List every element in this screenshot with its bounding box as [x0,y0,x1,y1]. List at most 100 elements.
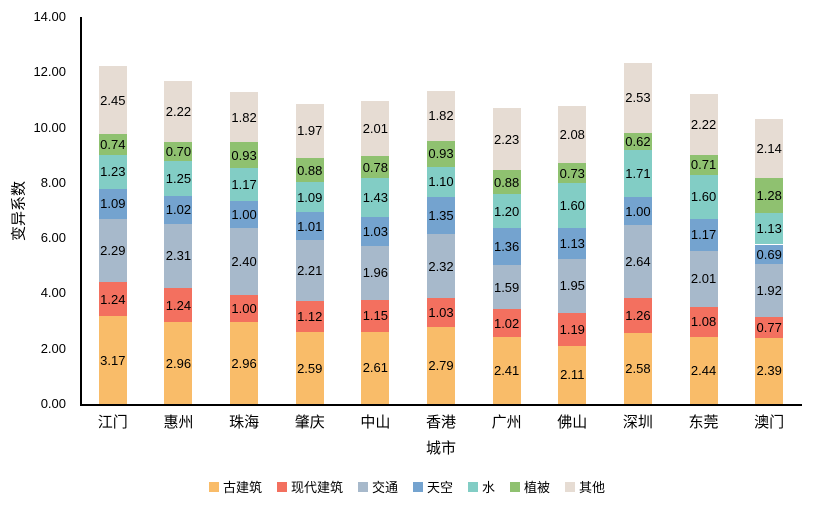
bar-segment-其他: 2.14 [755,118,784,178]
bar-value-label: 1.36 [493,238,520,254]
bar-stack-澳门: 2.39 0.77 1.92 0.69 1.13 1.28 2.14 [755,0,784,404]
legend-swatch [276,481,287,492]
legend-label: 植被 [524,480,551,495]
legend-swatch [412,481,423,492]
bar-segment-交通: 1.92 [755,263,784,317]
bar-segment-现代建筑: 1.00 [230,294,259,323]
legend-label: 交通 [371,480,398,495]
bar-segment-天空: 1.00 [623,197,652,225]
bar-value-label: 2.64 [625,253,651,269]
bar-segment-其他: 2.22 [689,93,718,155]
y-tick-label: 6.00 [40,230,66,246]
bar-segment-植被: 0.70 [164,141,193,162]
bar-value-label: 1.02 [165,202,192,218]
y-tick-label: 4.00 [40,285,66,301]
y-tick-label: 8.00 [40,174,66,190]
bar-value-label: 1.17 [231,176,257,192]
bar-value-label: 2.22 [690,116,717,132]
legend-swatch [565,481,576,492]
bar-value-label: 1.71 [625,166,651,182]
bar-stack-香港: 2.79 1.03 2.32 1.35 1.10 0.93 1.82 [427,0,455,404]
legend-swatch [208,481,219,492]
bar-value-label: 1.03 [428,305,454,321]
bar-segment-水: 1.60 [689,174,718,219]
bar-segment-现代建筑: 1.24 [98,282,127,317]
x-tick-label: 香港 [425,414,456,431]
bar-value-label: 1.08 [690,314,717,330]
x-tick-label: 肇庆 [294,414,325,431]
bar-value-label: 1.24 [165,297,192,313]
bar-segment-天空: 1.03 [361,217,390,246]
bar-segment-古建筑: 2.96 [164,322,193,404]
bar-segment-交通: 1.95 [558,258,587,313]
bar-value-label: 1.00 [625,203,651,219]
bar-segment-交通: 2.40 [230,228,259,295]
legend-item-天空: 天空 [412,477,453,496]
bar-value-label: 1.15 [362,308,389,324]
bar-value-label: 1.82 [231,109,257,125]
bar-value-label: 1.17 [690,227,717,243]
bar-segment-水: 1.25 [164,161,193,196]
bar-value-label: 1.12 [297,309,323,325]
bar-value-label: 2.23 [493,131,520,147]
bar-value-label: 1.01 [297,218,323,234]
bar-stack-肇庆: 2.59 1.12 2.21 1.01 1.09 0.88 1.97 [295,0,324,404]
bar-segment-古建筑: 2.96 [230,322,259,404]
bar-value-label: 0.62 [625,133,651,149]
bar-segment-交通: 2.31 [164,224,193,288]
x-tick-label: 惠州 [163,414,194,431]
bar-value-label: 1.28 [756,188,782,204]
bar-segment-交通: 1.96 [361,245,390,301]
bar-segment-现代建筑: 1.15 [361,300,390,332]
bar-segment-植被: 1.28 [755,177,784,214]
x-tick-label: 佛山 [557,414,588,431]
bar-segment-天空: 1.17 [689,218,718,252]
bar-value-label: 2.29 [100,242,126,258]
x-axis-line [80,404,802,406]
bar-value-label: 1.02 [493,315,520,331]
bar-segment-现代建筑: 1.03 [427,298,455,327]
bar-value-label: 1.00 [231,300,257,316]
bar-segment-现代建筑: 0.77 [755,316,784,338]
bar-value-label: 0.73 [559,165,585,181]
legend-label: 古建筑 [222,480,262,495]
bar-segment-植被: 0.73 [558,163,587,184]
bar-value-label: 0.71 [690,157,717,173]
bar-segment-水: 1.60 [558,183,587,228]
x-tick-label: 中山 [360,414,391,431]
bar-value-label: 1.25 [165,171,192,187]
bar-value-label: 1.26 [625,307,651,323]
bar-segment-交通: 2.32 [427,234,455,299]
bar-value-label: 1.92 [756,282,782,298]
bar-segment-现代建筑: 1.12 [295,301,324,333]
bar-segment-其他: 2.22 [164,80,193,142]
bar-stack-深圳: 2.58 1.26 2.64 1.00 1.71 0.62 2.53 [623,0,652,404]
bar-segment-古建筑: 2.41 [492,337,521,404]
bar-value-label: 2.11 [560,367,585,383]
bar-stack-珠海: 2.96 1.00 2.40 1.00 1.17 0.93 1.82 [230,0,259,404]
bar-segment-现代建筑: 1.02 [492,309,521,338]
bar-segment-植被: 0.88 [295,157,324,183]
bar-segment-植被: 0.88 [492,170,521,195]
y-axis-line [80,17,82,405]
bar-segment-现代建筑: 1.26 [623,297,652,333]
bar-segment-现代建筑: 1.08 [689,306,718,337]
bar-segment-天空: 1.13 [558,227,587,259]
bar-value-label: 1.43 [362,190,389,206]
bar-value-label: 1.82 [428,108,454,124]
bar-value-label: 2.58 [625,360,651,376]
bar-value-label: 1.13 [756,221,782,237]
bar-value-label: 2.96 [231,355,257,371]
bar-value-label: 2.44 [690,362,717,378]
legend-label: 天空 [426,480,453,495]
bar-segment-古建筑: 2.59 [295,332,324,404]
legend-label: 现代建筑 [290,480,343,495]
legend-item-古建筑: 古建筑 [208,477,262,496]
chart-legend: 古建筑 现代建筑 交通 天空 水 植被 其他 [0,477,814,496]
bar-value-label: 2.53 [625,90,651,106]
bar-segment-天空: 1.01 [295,212,324,241]
bar-segment-植被: 0.78 [361,156,390,178]
x-tick-label: 东莞 [688,414,719,431]
y-tick-label: 14.00 [33,9,66,24]
